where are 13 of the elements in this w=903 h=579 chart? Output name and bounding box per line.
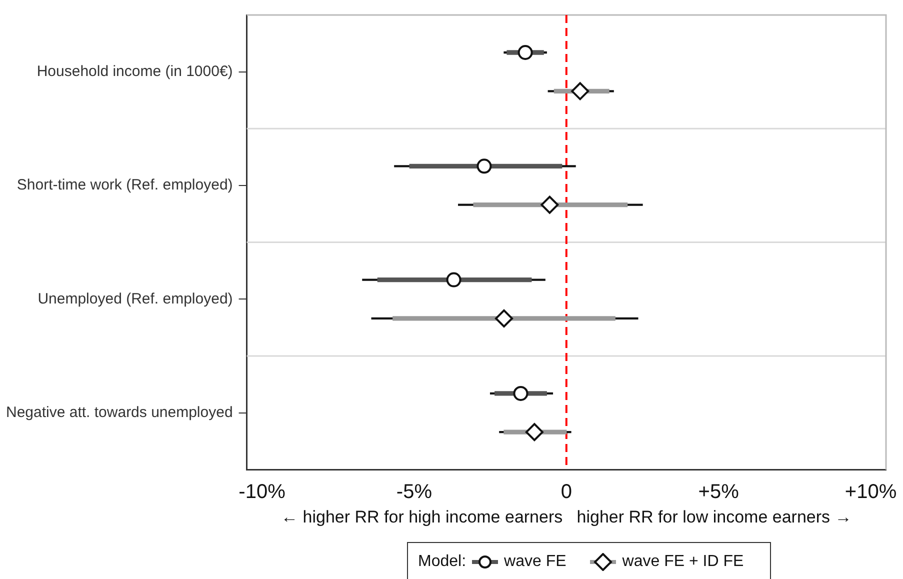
legend-title: Model:	[418, 553, 466, 571]
y-tick-label: Short-time work (Ref. employed)	[16, 176, 233, 194]
legend-label: wave FE	[504, 553, 566, 571]
y-tick-label: Unemployed (Ref. employed)	[38, 290, 233, 308]
y-tick-label: Household income (in 1000€)	[36, 62, 233, 80]
x-tick-label: -10%	[238, 481, 286, 504]
x-tick-label: -5%	[396, 481, 432, 504]
x-axis-title: ← higher RR for high income earners higher RR for low income earners →	[281, 507, 852, 526]
x-tick-label: +10%	[844, 481, 897, 504]
x-tick-label: +5%	[698, 481, 740, 504]
x-tick-label: 0	[560, 481, 572, 504]
y-tick-label: Negative att. towards unemployed	[6, 404, 233, 421]
legend-label: wave FE + ID FE	[622, 553, 744, 571]
